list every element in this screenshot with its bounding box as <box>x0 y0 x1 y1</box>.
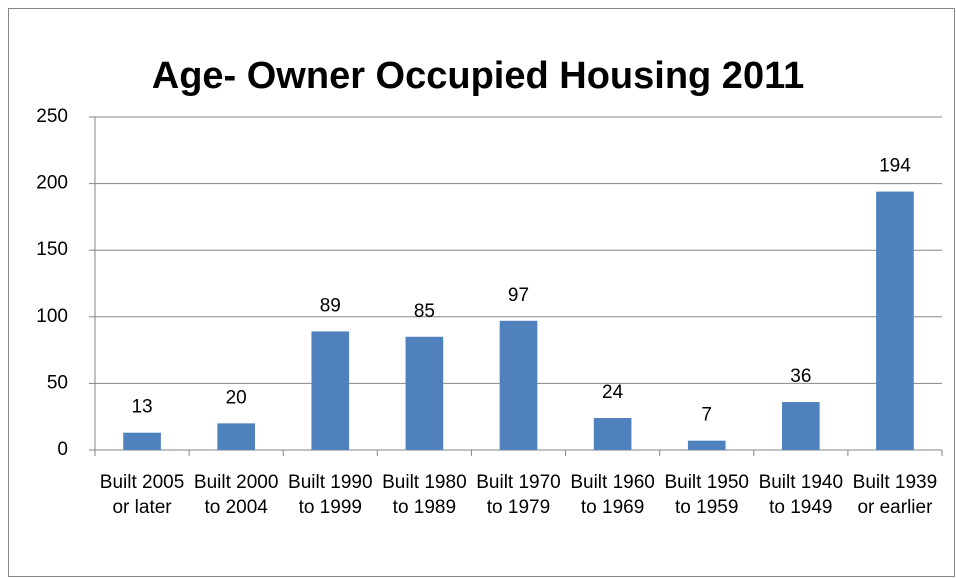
y-tick-label: 100 <box>36 306 68 327</box>
bar <box>405 336 444 450</box>
chart-border <box>8 8 955 577</box>
x-tick-label: Built 1990 to 1999 <box>288 472 373 518</box>
data-label: 97 <box>508 285 529 306</box>
bar <box>782 402 820 450</box>
bar <box>123 432 161 450</box>
x-tick-label: Built 1970 to 1979 <box>476 472 561 518</box>
data-label: 194 <box>879 156 911 177</box>
bar <box>217 423 255 450</box>
y-tick-label: 0 <box>57 439 68 460</box>
data-label: 85 <box>414 301 435 322</box>
data-label: 89 <box>320 295 341 316</box>
bar <box>593 418 632 450</box>
data-label: 20 <box>226 387 247 408</box>
y-tick-label: 150 <box>36 239 68 260</box>
bar <box>499 320 538 450</box>
x-tick-label: Built 1960 to 1969 <box>570 472 655 518</box>
data-label: 7 <box>701 405 712 426</box>
x-tick-label: Built 1939 or earlier <box>852 472 938 518</box>
data-label: 36 <box>790 366 811 387</box>
x-tick-label: Built 2000 to 2004 <box>193 472 279 518</box>
y-tick-label: 50 <box>47 372 68 393</box>
bar <box>311 331 350 450</box>
data-label: 24 <box>602 382 624 403</box>
y-tick-label: 200 <box>36 173 68 194</box>
x-tick-label: Built 2005 or later <box>99 472 185 518</box>
bar <box>687 440 726 450</box>
y-tick-label: 250 <box>36 106 68 127</box>
data-label: 13 <box>131 397 152 418</box>
chart-title: Age- Owner Occupied Housing 2011 <box>152 55 805 97</box>
x-tick-label: Built 1940 to 1949 <box>758 472 844 518</box>
x-tick-label: Built 1950 to 1959 <box>664 472 749 518</box>
bar <box>876 191 914 451</box>
x-tick-label: Built 1980 to 1989 <box>382 472 467 518</box>
